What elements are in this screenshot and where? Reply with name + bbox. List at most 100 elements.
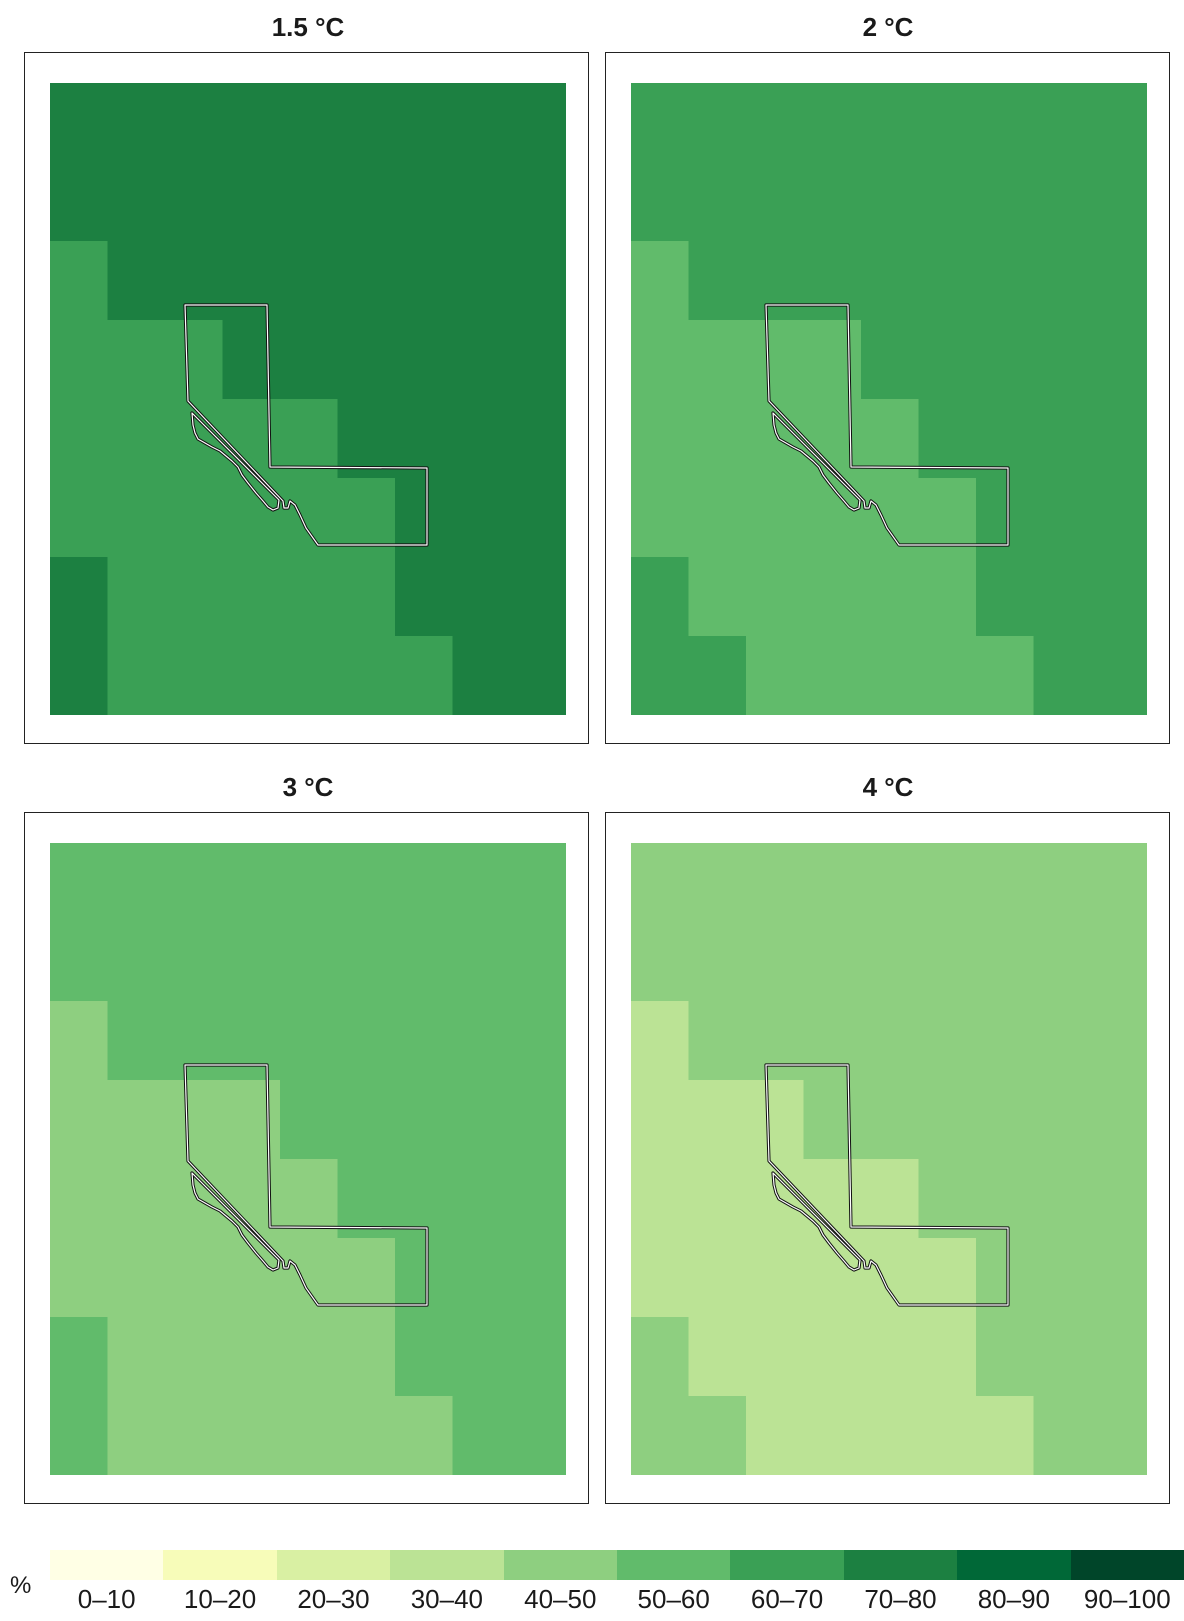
grid-cell — [165, 241, 224, 321]
legend-label: 0–10 — [77, 1584, 136, 1614]
grid-cell — [280, 1317, 339, 1397]
grid-cell — [688, 83, 747, 163]
grid-cell — [631, 1159, 690, 1239]
region-outline-inner — [765, 1064, 1009, 1306]
grid-cell — [395, 843, 454, 923]
grid-cell — [1033, 478, 1092, 558]
grid-cell — [452, 1159, 511, 1239]
grid-cell — [631, 320, 690, 400]
grid-cell — [861, 922, 920, 1002]
grid-cell — [918, 399, 977, 479]
grid-cell — [337, 83, 396, 163]
grid-cell — [337, 399, 396, 479]
grid-cell — [803, 636, 862, 715]
grid-cell — [803, 1001, 862, 1081]
grid-cell — [631, 399, 690, 479]
grid-cell — [50, 1396, 109, 1475]
grid-cell — [746, 922, 805, 1002]
grid-cell — [861, 1317, 920, 1397]
grid-cell — [510, 1080, 566, 1160]
map-panel-2 — [605, 52, 1170, 744]
grid-cell — [280, 399, 339, 479]
grid-cell — [395, 1396, 454, 1475]
grid-cell — [165, 1396, 224, 1475]
grid-cell — [1033, 843, 1092, 923]
grid-cell — [395, 162, 454, 242]
grid-cell — [803, 1080, 862, 1160]
grid-cell — [631, 636, 690, 715]
grid-cell — [976, 557, 1035, 637]
grid-cell — [1091, 1317, 1147, 1397]
grid-cell — [861, 636, 920, 715]
grid-cell — [1091, 83, 1147, 163]
grid-cell — [976, 1001, 1035, 1081]
grid-cell — [631, 557, 690, 637]
grid-cell — [510, 1238, 566, 1318]
grid-cell — [452, 922, 511, 1002]
grid-cell — [1033, 636, 1092, 715]
grid-cell — [631, 241, 690, 321]
grid-cell — [861, 241, 920, 321]
grid-cell — [452, 478, 511, 558]
grid-cell — [337, 1317, 396, 1397]
panel-title-4: 4 °C — [862, 772, 914, 802]
grid-cell — [337, 1159, 396, 1239]
grid-cell — [746, 241, 805, 321]
legend-swatch — [276, 1550, 391, 1580]
grid-cell — [631, 1317, 690, 1397]
grid-cell — [452, 399, 511, 479]
map-grid-3 — [50, 843, 566, 1475]
grid-cell — [1033, 1080, 1092, 1160]
grid-cell — [746, 1001, 805, 1081]
grid-cell — [1033, 241, 1092, 321]
legend-label: 10–20 — [183, 1584, 257, 1614]
grid-cell — [1033, 399, 1092, 479]
grid-cell — [918, 922, 977, 1002]
grid-cell — [107, 1001, 166, 1081]
grid-cell — [976, 162, 1035, 242]
grid-cell — [803, 83, 862, 163]
grid-cell — [165, 1080, 224, 1160]
legend-swatch — [957, 1550, 1071, 1580]
grid-cell — [107, 399, 166, 479]
grid-cell — [107, 83, 166, 163]
region-outline-inner — [184, 304, 428, 546]
grid-cell — [452, 1001, 511, 1081]
grid-cell — [50, 478, 109, 558]
grid-cell — [1033, 557, 1092, 637]
grid-cell — [861, 843, 920, 923]
grid-cell — [803, 162, 862, 242]
grid-cell — [280, 320, 339, 400]
grid-cell — [107, 557, 166, 637]
grid-cell — [107, 636, 166, 715]
grid-cell — [395, 1001, 454, 1081]
grid-cell — [337, 636, 396, 715]
grid-cell — [1091, 1396, 1147, 1475]
grid-cell — [918, 162, 977, 242]
grid-cell — [976, 1396, 1035, 1475]
grid-cell — [50, 1159, 109, 1239]
grid-cell — [688, 1080, 747, 1160]
region-outline-inner — [184, 1064, 428, 1306]
map-grid-2 — [631, 83, 1147, 715]
grid-cell — [688, 241, 747, 321]
grid-cell — [50, 162, 109, 242]
grid-cell — [395, 241, 454, 321]
grid-cell — [337, 557, 396, 637]
grid-cell — [631, 1080, 690, 1160]
grid-cell — [395, 83, 454, 163]
grid-cell — [631, 843, 690, 923]
grid-cell — [510, 241, 566, 321]
grid-cell — [631, 83, 690, 163]
grid-cell — [165, 1238, 224, 1318]
grid-cell — [1091, 1080, 1147, 1160]
grid-cell — [918, 636, 977, 715]
grid-cell — [510, 320, 566, 400]
grid-cell — [1033, 1159, 1092, 1239]
map-panel-4 — [605, 812, 1170, 1504]
grid-cell — [803, 1396, 862, 1475]
grid-cell — [107, 1317, 166, 1397]
grid-cell — [803, 557, 862, 637]
grid-cell — [395, 1159, 454, 1239]
grid-cell — [976, 1317, 1035, 1397]
